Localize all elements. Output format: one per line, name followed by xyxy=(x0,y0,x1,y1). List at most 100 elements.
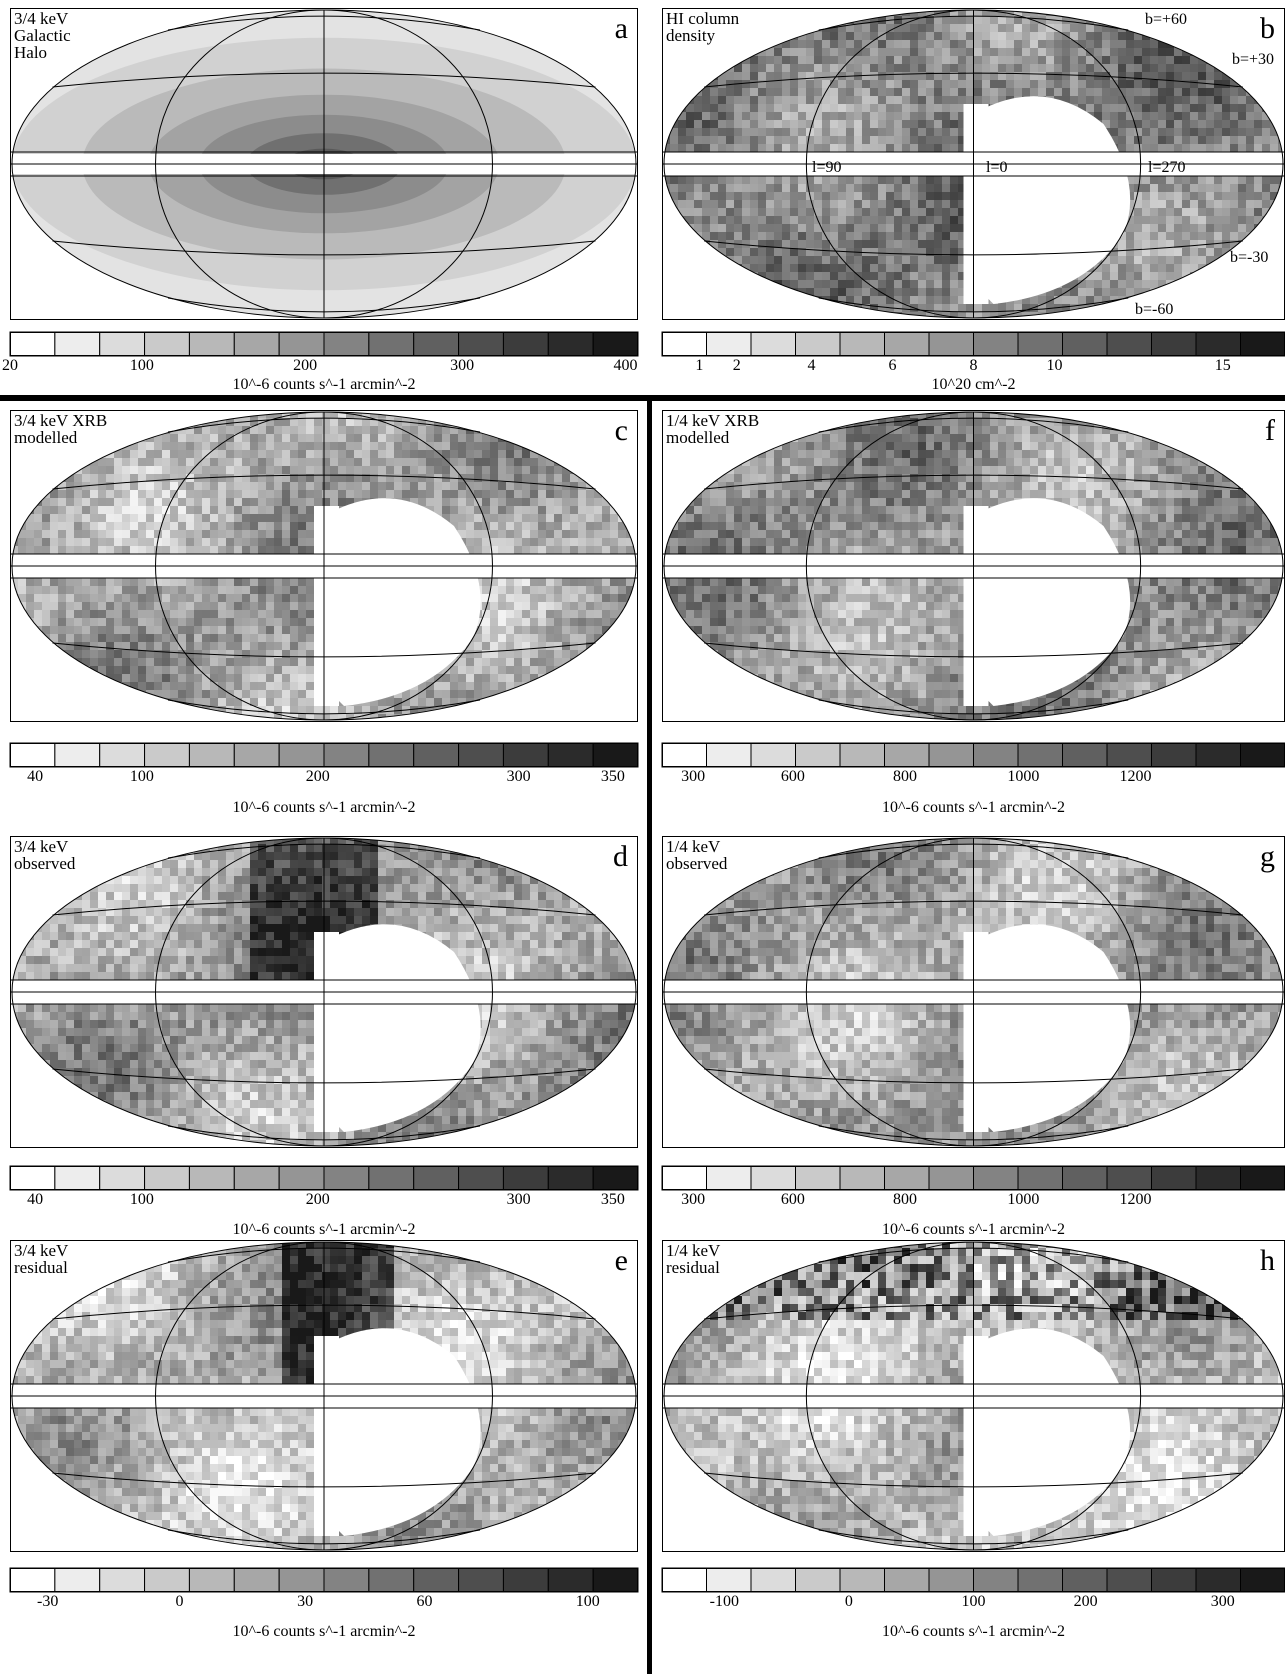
colorbar-segment xyxy=(750,331,796,357)
colorbar-tick-label: 1000 xyxy=(1007,1192,1039,1208)
colorbar-segment xyxy=(661,1165,707,1191)
colorbar-segment xyxy=(839,1165,885,1191)
colorbar-tick-label: 100 xyxy=(576,1594,600,1610)
colorbar-tick-label: 400 xyxy=(613,358,637,374)
colorbar-tick-label: 0 xyxy=(176,1594,184,1610)
colorbar-segment xyxy=(502,331,549,357)
colorbar-segment xyxy=(795,742,841,768)
colorbar-c xyxy=(9,742,639,772)
colorbar-segment xyxy=(1151,1567,1197,1593)
colorbar-segment xyxy=(368,1567,415,1593)
colorbar-segment xyxy=(661,742,707,768)
colorbar-segment xyxy=(278,331,325,357)
panel-title-h: 1/4 keV residual xyxy=(666,1242,720,1276)
colorbar-segment xyxy=(144,331,190,357)
colorbar-unit-label: 10^20 cm^-2 xyxy=(932,377,1016,393)
colorbar-unit-label: 10^-6 counts s^-1 arcmin^-2 xyxy=(882,1624,1065,1640)
vertical-divider xyxy=(647,401,652,1674)
panel-title-f: 1/4 keV XRB modelled xyxy=(666,412,759,446)
colorbar-segment xyxy=(928,331,974,357)
colorbar-segment xyxy=(9,1567,56,1593)
colorbar-segment xyxy=(592,331,639,357)
colorbar-segment xyxy=(928,742,974,768)
colorbar-segment xyxy=(884,1165,930,1191)
colorbar-segment xyxy=(458,742,504,768)
colorbar-segment xyxy=(458,1165,504,1191)
panel-d: 3/4 keV observed d xyxy=(10,836,638,1148)
colorbar-segment xyxy=(1151,331,1197,357)
colorbar-segment xyxy=(1062,742,1108,768)
colorbar-segment xyxy=(547,1165,594,1191)
colorbar-segment xyxy=(413,742,460,768)
panel-g: 1/4 keV observed g xyxy=(662,836,1285,1148)
panel-title-g: 1/4 keV observed xyxy=(666,838,727,872)
colorbar-segment xyxy=(188,1567,235,1593)
panel-letter-f: f xyxy=(1265,416,1275,446)
colorbar-segment xyxy=(502,1165,549,1191)
panel-title-b: HI column density xyxy=(666,10,739,44)
panel-c: 3/4 keV XRB modelled c xyxy=(10,410,638,722)
colorbar-segment xyxy=(973,742,1019,768)
colorbar-segment xyxy=(99,1165,146,1191)
panel-title-e: 3/4 keV residual xyxy=(14,1242,68,1276)
colorbar-segment xyxy=(233,331,280,357)
colorbar-segment xyxy=(1195,1165,1241,1191)
colorbar-tick-label: 200 xyxy=(306,769,330,785)
colorbar-segment xyxy=(413,1567,460,1593)
graticule-label-l0: l=0 xyxy=(986,160,1007,176)
colorbar-tick-label: 100 xyxy=(130,1192,154,1208)
colorbar-tick-label: 300 xyxy=(1211,1594,1235,1610)
colorbar-segment xyxy=(9,331,56,357)
colorbar-segment xyxy=(1106,331,1152,357)
colorbar-segment xyxy=(1017,1165,1063,1191)
graticule-label-l270: l=270 xyxy=(1148,160,1185,176)
colorbar-tick-label: 30 xyxy=(297,1594,313,1610)
colorbar-segment xyxy=(839,1567,885,1593)
colorbar-tick-label: 300 xyxy=(507,1192,531,1208)
colorbar-segment xyxy=(323,331,370,357)
colorbar-segment xyxy=(750,1165,796,1191)
colorbar-segment xyxy=(323,1165,370,1191)
graticule-label-l90: l=90 xyxy=(812,160,841,176)
panel-letter-e: e xyxy=(615,1246,628,1276)
horizontal-divider xyxy=(0,395,1285,401)
colorbar-tick-label: 40 xyxy=(27,769,43,785)
colorbar-tick-label: 6 xyxy=(889,358,897,374)
allsky-map-a xyxy=(10,8,638,320)
colorbar-segment xyxy=(1151,1165,1197,1191)
colorbar-segment xyxy=(188,742,235,768)
colorbar-segment xyxy=(661,331,707,357)
colorbar-tick-label: 350 xyxy=(601,1192,625,1208)
colorbar-segment xyxy=(839,742,885,768)
colorbar-tick-label: 1 xyxy=(695,358,703,374)
colorbar-d xyxy=(9,1165,639,1195)
colorbar-segment xyxy=(188,1165,235,1191)
colorbar-tick-label: 200 xyxy=(306,1192,330,1208)
colorbar-tick-label: 1200 xyxy=(1119,1192,1151,1208)
colorbar-segment xyxy=(9,1165,56,1191)
panel-title-a: 3/4 keV Galactic Halo xyxy=(14,10,71,61)
colorbar-segment xyxy=(795,1165,841,1191)
colorbar-segment xyxy=(592,1567,639,1593)
allsky-map-e xyxy=(10,1240,638,1552)
colorbar-tick-label: 1200 xyxy=(1119,769,1151,785)
colorbar-segment xyxy=(547,742,594,768)
panel-letter-h: h xyxy=(1260,1246,1275,1276)
colorbar-segment xyxy=(547,331,594,357)
panel-h: 1/4 keV residual h xyxy=(662,1240,1285,1552)
graticule-label-bm30: b=-30 xyxy=(1230,250,1268,266)
colorbar-segment xyxy=(1062,1165,1108,1191)
colorbar-tick-label: 4 xyxy=(808,358,816,374)
panel-f: 1/4 keV XRB modelled f xyxy=(662,410,1285,722)
colorbar-unit-label: 10^-6 counts s^-1 arcmin^-2 xyxy=(233,377,416,393)
colorbar-tick-label: 8 xyxy=(970,358,978,374)
graticule-label-bm60: b=-60 xyxy=(1135,302,1173,318)
colorbar-segment xyxy=(413,1165,460,1191)
colorbar-segment xyxy=(706,1165,752,1191)
colorbar-segment xyxy=(323,1567,370,1593)
colorbar-segment xyxy=(884,1567,930,1593)
graticule-label-b30: b=+30 xyxy=(1232,52,1274,68)
colorbar-segment xyxy=(928,1567,974,1593)
colorbar-segment xyxy=(1017,742,1063,768)
panel-a: 3/4 keV Galactic Halo a xyxy=(10,8,638,320)
